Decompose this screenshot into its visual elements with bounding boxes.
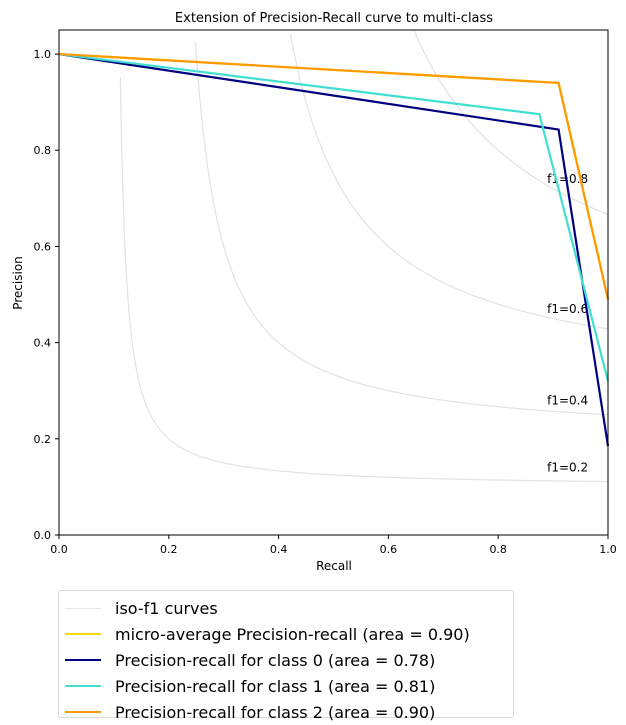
legend-item-micro-average: micro-average Precision-recall (area = 0… [65, 621, 513, 647]
y-tick-label-4: 0.8 [34, 144, 52, 157]
x-tick-label-1: 0.2 [160, 543, 178, 556]
series-line-0 [58, 52, 610, 300]
legend-swatch-class-0 [65, 659, 101, 661]
y-tick-label-2: 0.4 [34, 337, 52, 350]
x-tick-label-4: 0.8 [489, 543, 507, 556]
series-line-3 [58, 52, 610, 300]
legend-item-iso-f1: iso-f1 curves [65, 595, 513, 621]
iso-f1-curves: f1=0.2f1=0.4f1=0.6f1=0.8 [119, 29, 609, 483]
x-tick-label-3: 0.6 [380, 543, 398, 556]
x-axis-label: Recall [316, 559, 352, 573]
series-line-1 [58, 52, 610, 447]
iso-f1-curve-3 [413, 29, 609, 215]
legend-swatch-class-2 [65, 711, 101, 713]
y-tick-label-1: 0.2 [34, 433, 52, 446]
legend-swatch-class-1 [65, 685, 101, 687]
plot-frame [58, 29, 609, 536]
iso-f1-label-2: f1=0.6 [547, 302, 588, 316]
iso-f1-curve-0 [119, 77, 609, 483]
x-tick-label-0: 0.0 [50, 543, 68, 556]
legend-label-iso-f1: iso-f1 curves [115, 598, 218, 618]
legend-label-class-2: Precision-recall for class 2 (area = 0.9… [115, 702, 436, 722]
plot-area: f1=0.2f1=0.4f1=0.6f1=0.8 [58, 29, 610, 536]
legend: iso-f1 curves micro-average Precision-re… [58, 590, 514, 722]
y-tick-label-5: 1.0 [34, 48, 52, 61]
iso-f1-curve-2 [289, 33, 609, 330]
x-tick-label-5: 1.0 [599, 543, 617, 556]
y-axis-label: Precision [11, 256, 25, 310]
y-tick-label-0: 0.0 [34, 529, 52, 542]
legend-item-class-0: Precision-recall for class 0 (area = 0.7… [65, 647, 513, 673]
series-lines [58, 52, 610, 447]
iso-f1-label-0: f1=0.2 [547, 461, 588, 475]
legend-item-class-1: Precision-recall for class 1 (area = 0.8… [65, 673, 513, 699]
y-axis: 0.0 0.2 0.4 0.6 0.8 1.0 [34, 48, 59, 542]
chart-title: Extension of Precision-Recall curve to m… [175, 11, 493, 26]
legend-swatch-micro-average [65, 633, 101, 635]
y-tick-label-3: 0.6 [34, 240, 52, 253]
legend-label-class-0: Precision-recall for class 0 (area = 0.7… [115, 650, 436, 670]
iso-f1-label-1: f1=0.4 [547, 393, 588, 407]
legend-label-class-1: Precision-recall for class 1 (area = 0.8… [115, 676, 436, 696]
series-line-2 [58, 52, 610, 382]
iso-f1-curve-1 [194, 41, 609, 416]
legend-swatch-iso-f1 [65, 607, 101, 609]
legend-label-micro-average: micro-average Precision-recall (area = 0… [115, 624, 470, 644]
x-axis: 0.0 0.2 0.4 0.6 0.8 1.0 [50, 535, 617, 556]
pr-chart: Extension of Precision-Recall curve to m… [11, 11, 617, 573]
legend-item-class-2: Precision-recall for class 2 (area = 0.9… [65, 699, 513, 725]
x-tick-label-2: 0.4 [270, 543, 288, 556]
